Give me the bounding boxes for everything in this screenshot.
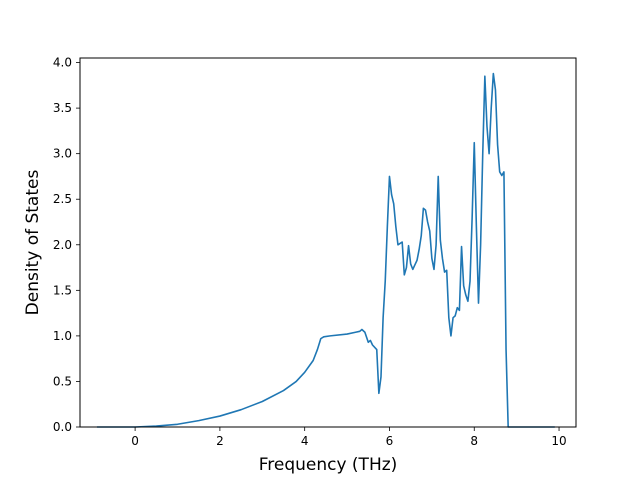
axes-frame (79, 57, 577, 428)
x-tick-label: 8 (470, 434, 478, 448)
x-tick-label: 2 (216, 434, 224, 448)
x-axis-ticks: 0 2 4 6 8 10 (131, 427, 567, 448)
y-tick-label: 2.5 (53, 192, 72, 206)
x-tick-label: 4 (301, 434, 309, 448)
y-axis-label: Density of States (23, 170, 43, 316)
y-tick-label: 3.0 (53, 147, 72, 161)
y-tick-label: 0.5 (53, 374, 72, 388)
y-tick-label: 4.0 (53, 56, 72, 70)
dos-series-line-0 (96, 72, 555, 428)
y-axis-ticks: 0.0 0.5 1.0 1.5 2.0 2.5 3.0 3.5 4.0 (53, 56, 80, 434)
x-tick-label: 6 (386, 434, 394, 448)
y-tick-label: 1.0 (53, 329, 72, 343)
y-tick-label: 3.5 (53, 101, 72, 115)
y-tick-label: 1.5 (53, 283, 72, 297)
x-tick-label: 0 (131, 434, 139, 448)
x-axis-label: Frequency (THz) (259, 455, 398, 475)
plot-area (96, 72, 555, 428)
y-tick-label: 2.0 (53, 238, 72, 252)
y-tick-label: 0.0 (53, 420, 72, 434)
x-tick-label: 10 (551, 434, 566, 448)
